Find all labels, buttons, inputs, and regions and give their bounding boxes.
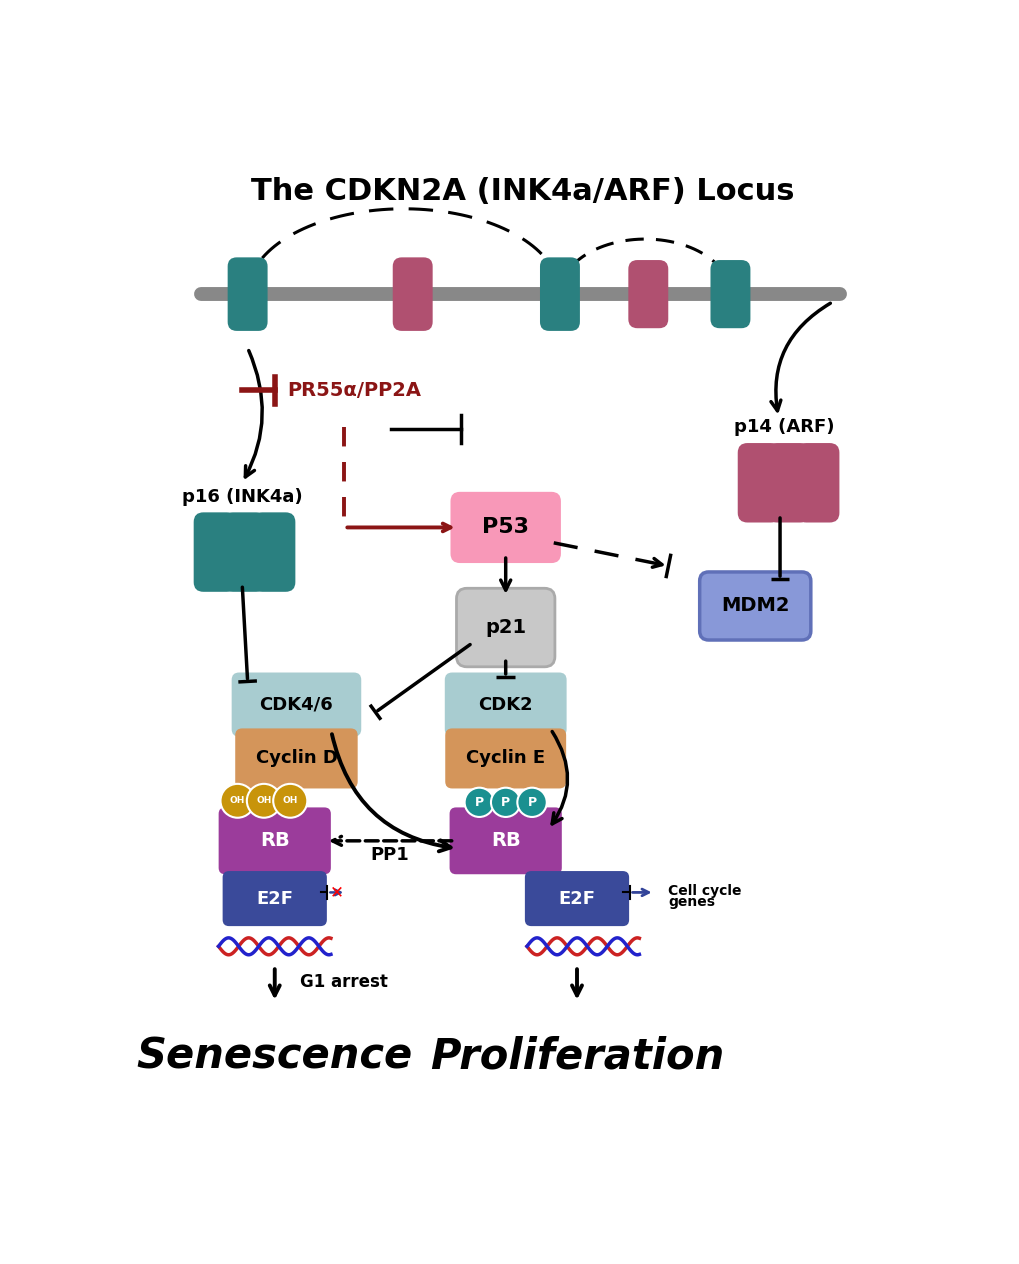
Text: The CDKN2A (INK4a/ARF) Locus: The CDKN2A (INK4a/ARF) Locus [251, 177, 794, 206]
Text: Cell cycle: Cell cycle [667, 884, 741, 897]
Text: P53: P53 [482, 517, 529, 537]
Text: p16 (INK4a): p16 (INK4a) [181, 488, 303, 506]
Text: Senescence: Senescence [137, 1035, 413, 1077]
Text: RB: RB [490, 832, 520, 851]
Circle shape [273, 784, 307, 818]
FancyBboxPatch shape [392, 258, 432, 331]
Circle shape [465, 787, 493, 817]
Text: RB: RB [260, 832, 289, 851]
FancyBboxPatch shape [253, 512, 296, 592]
Text: genes: genes [667, 895, 714, 909]
Text: ✕: ✕ [329, 884, 343, 901]
FancyBboxPatch shape [699, 571, 810, 640]
FancyBboxPatch shape [525, 871, 629, 927]
Text: P: P [500, 796, 510, 809]
Text: OH: OH [282, 796, 298, 805]
FancyBboxPatch shape [444, 672, 567, 737]
Text: Cyclin E: Cyclin E [466, 750, 545, 767]
Circle shape [517, 787, 546, 817]
Text: PR55α/PP2A: PR55α/PP2A [287, 380, 421, 399]
Text: PP1: PP1 [370, 846, 409, 863]
FancyBboxPatch shape [218, 808, 330, 875]
FancyBboxPatch shape [231, 672, 361, 737]
Text: E2F: E2F [256, 890, 293, 908]
Text: OH: OH [256, 796, 271, 805]
FancyBboxPatch shape [539, 258, 580, 331]
Text: CDK2: CDK2 [478, 695, 533, 714]
Text: p21: p21 [485, 618, 526, 637]
Circle shape [490, 787, 520, 817]
Text: G1 arrest: G1 arrest [300, 973, 387, 991]
FancyBboxPatch shape [227, 258, 267, 331]
Text: P: P [527, 796, 536, 809]
Text: CDK4/6: CDK4/6 [259, 695, 333, 714]
Circle shape [247, 784, 280, 818]
FancyBboxPatch shape [710, 260, 750, 329]
FancyBboxPatch shape [737, 444, 780, 522]
Text: Cyclin D: Cyclin D [256, 750, 337, 767]
FancyBboxPatch shape [450, 492, 560, 562]
Text: p14 (ARF): p14 (ARF) [734, 418, 835, 436]
FancyBboxPatch shape [766, 444, 809, 522]
Text: E2F: E2F [558, 890, 595, 908]
Text: OH: OH [229, 796, 245, 805]
FancyBboxPatch shape [796, 444, 839, 522]
Circle shape [220, 784, 255, 818]
FancyBboxPatch shape [457, 588, 554, 667]
FancyBboxPatch shape [194, 512, 236, 592]
FancyBboxPatch shape [222, 871, 326, 927]
Text: MDM2: MDM2 [720, 597, 789, 616]
Text: P: P [474, 796, 483, 809]
FancyBboxPatch shape [235, 728, 358, 789]
FancyBboxPatch shape [449, 808, 561, 875]
FancyBboxPatch shape [223, 512, 266, 592]
FancyBboxPatch shape [628, 260, 667, 329]
Text: Proliferation: Proliferation [429, 1035, 723, 1077]
FancyBboxPatch shape [445, 728, 566, 789]
